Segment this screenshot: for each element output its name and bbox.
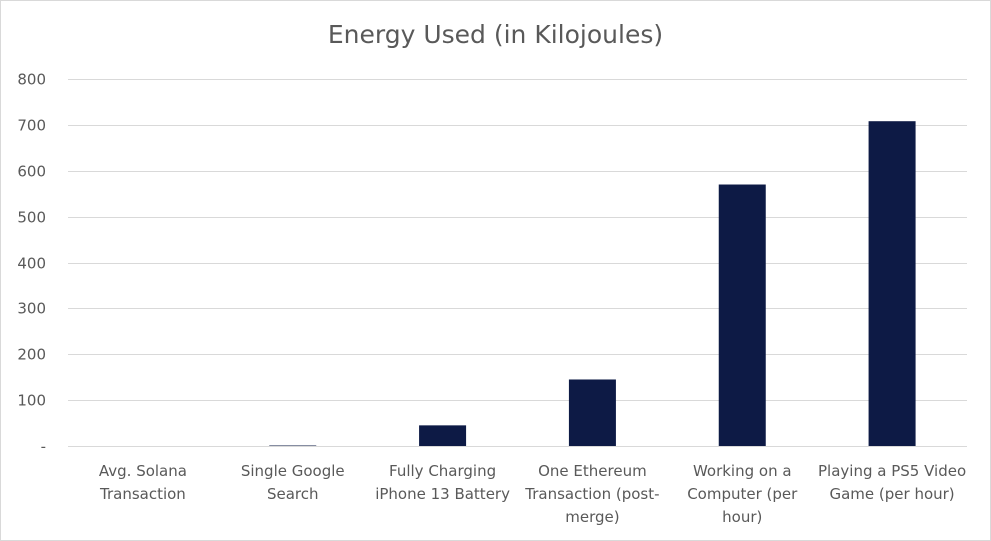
bar xyxy=(568,379,616,446)
x-category-label: One Ethereum Transaction (post-merge) xyxy=(524,462,659,526)
bar xyxy=(419,425,467,446)
y-tick-label: 500 xyxy=(17,209,46,227)
x-category-label: Working on a Computer (per hour) xyxy=(687,462,798,526)
x-category-label: Playing a PS5 Video Game (per hour) xyxy=(818,462,966,503)
y-tick-label: 100 xyxy=(17,392,46,410)
bar xyxy=(718,184,766,446)
bar xyxy=(868,121,916,446)
x-category-label: Single Google Search xyxy=(241,462,345,503)
y-tick-label: 300 xyxy=(17,300,46,318)
chart-title: Energy Used (in Kilojoules) xyxy=(327,20,664,49)
y-tick-label: - xyxy=(41,438,46,456)
y-tick-label: 200 xyxy=(17,346,46,364)
y-tick-label: 800 xyxy=(17,71,46,89)
y-tick-label: 700 xyxy=(17,117,46,135)
y-tick-label: 600 xyxy=(17,163,46,181)
x-category-label: Avg. Solana Transaction xyxy=(99,462,187,503)
y-tick-label: 400 xyxy=(17,255,46,273)
x-category-label: Fully Charging iPhone 13 Battery xyxy=(375,462,510,503)
